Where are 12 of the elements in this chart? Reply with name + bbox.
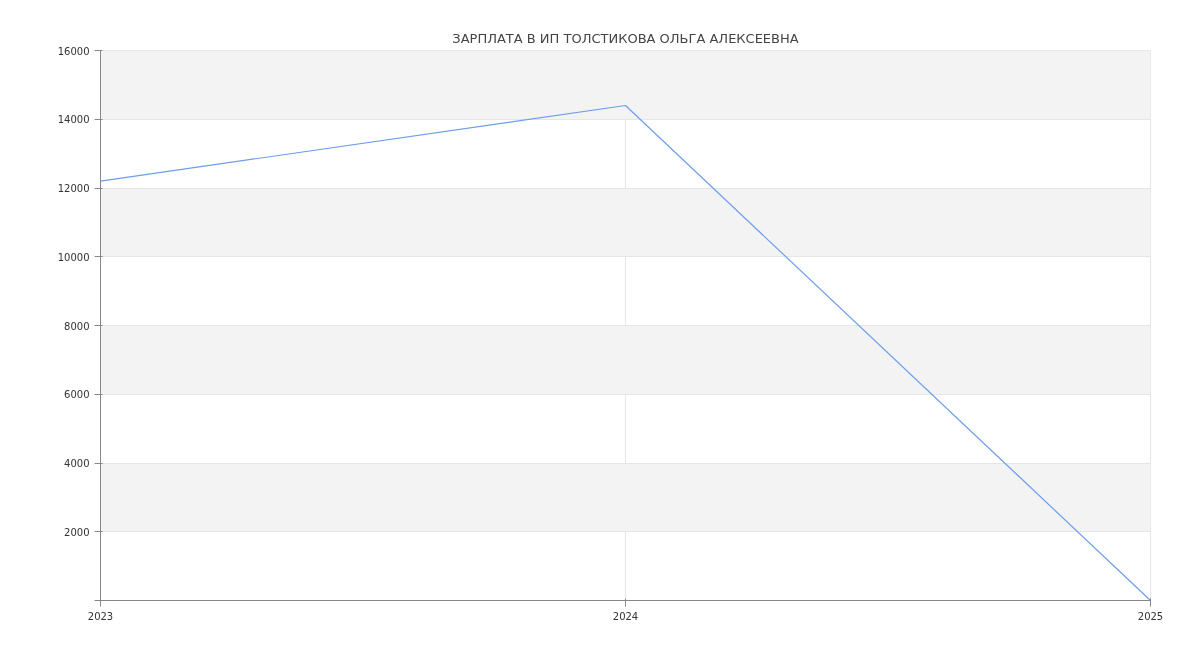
chart-title: ЗАРПЛАТА В ИП ТОЛСТИКОВА ОЛЬГА АЛЕКСЕЕВНА [452, 30, 799, 46]
x-tick-label: 2024 [612, 610, 639, 622]
x-tick-label: 2025 [1137, 610, 1164, 622]
y-tick-label: 2000 [64, 526, 90, 538]
y-tick-label: 10000 [57, 251, 90, 263]
y-tick-label: 16000 [57, 45, 90, 57]
y-tick-label: 4000 [64, 458, 90, 469]
x-tick-label: 2023 [87, 610, 114, 622]
y-tick-label: 8000 [64, 320, 90, 332]
y-tick-label: 14000 [57, 114, 90, 126]
y-tick-label: 6000 [64, 389, 90, 401]
y-tick-label: 12000 [57, 183, 90, 194]
